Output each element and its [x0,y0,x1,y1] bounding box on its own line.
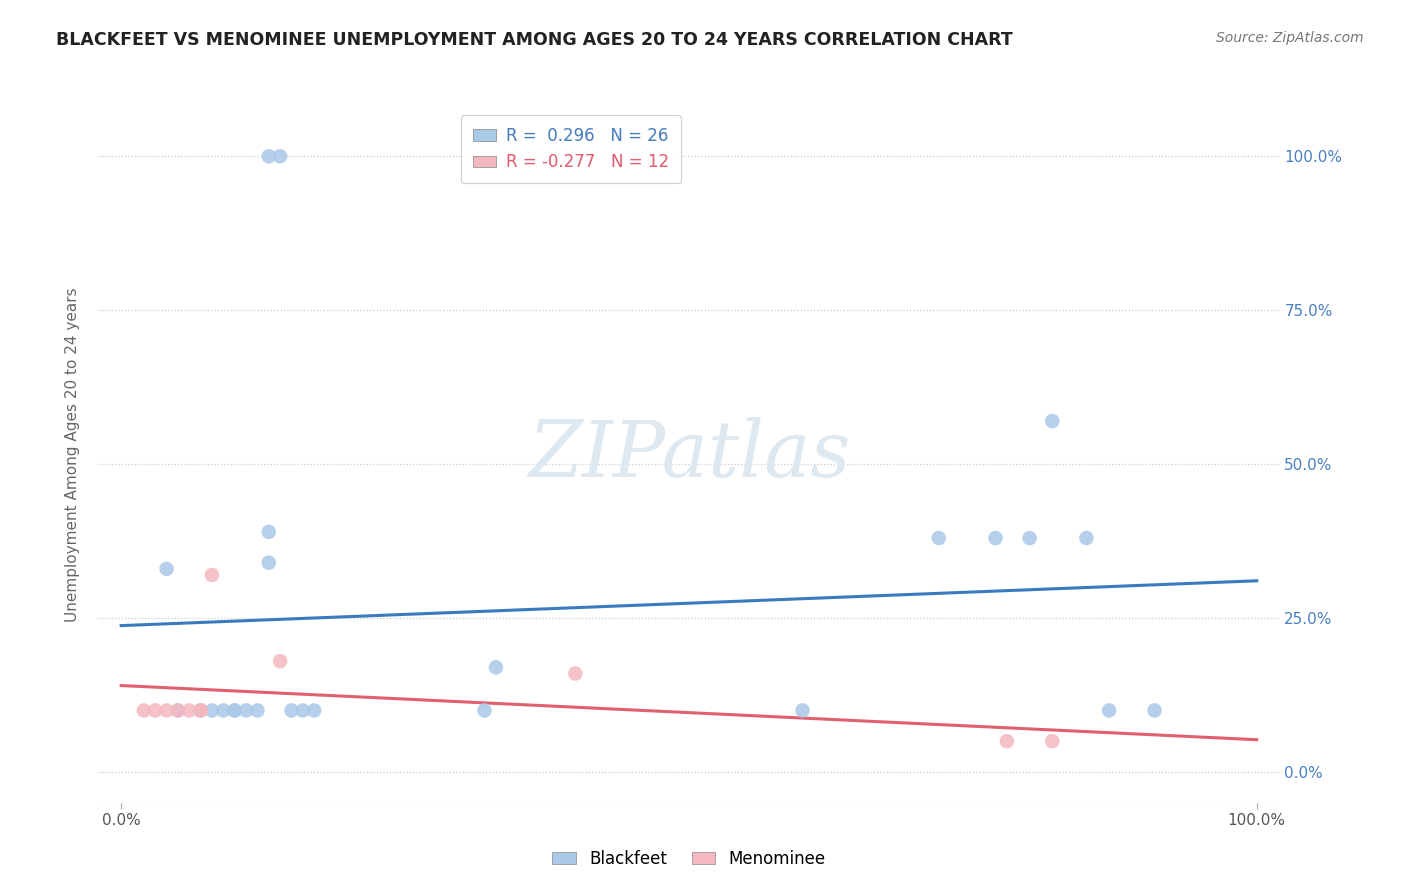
Point [1143,703,1166,717]
Point [167,703,190,717]
Point [155,703,177,717]
Point [179,703,201,717]
Point [132,703,155,717]
Point [1098,703,1121,717]
Point [257,149,280,163]
Point [995,734,1018,748]
Point [257,524,280,539]
Point [474,703,496,717]
Point [224,703,246,717]
Point [1018,531,1040,545]
Point [1076,531,1098,545]
Point [984,531,1007,545]
Point [155,562,177,576]
Point [269,654,291,668]
Point [143,703,166,717]
Text: BLACKFEET VS MENOMINEE UNEMPLOYMENT AMONG AGES 20 TO 24 YEARS CORRELATION CHART: BLACKFEET VS MENOMINEE UNEMPLOYMENT AMON… [56,31,1012,49]
Point [291,703,314,717]
Legend: Blackfeet, Menominee: Blackfeet, Menominee [546,844,832,875]
Point [224,703,246,717]
Point [302,703,325,717]
Text: Source: ZipAtlas.com: Source: ZipAtlas.com [1216,31,1364,45]
Point [201,703,224,717]
Point [167,703,190,717]
Point [246,703,269,717]
Point [564,666,586,681]
Point [190,703,212,717]
Point [269,149,291,163]
Point [792,703,814,717]
Point [257,556,280,570]
Point [201,568,224,582]
Point [190,703,212,717]
Point [485,660,508,674]
Point [235,703,257,717]
Point [1040,414,1063,428]
Point [212,703,235,717]
Point [190,703,212,717]
Legend: R =  0.296   N = 26, R = -0.277   N = 12: R = 0.296 N = 26, R = -0.277 N = 12 [461,115,681,183]
Text: ZIPatlas: ZIPatlas [527,417,851,493]
Point [1040,734,1063,748]
Point [928,531,950,545]
Y-axis label: Unemployment Among Ages 20 to 24 years: Unemployment Among Ages 20 to 24 years [65,287,80,623]
Point [280,703,302,717]
